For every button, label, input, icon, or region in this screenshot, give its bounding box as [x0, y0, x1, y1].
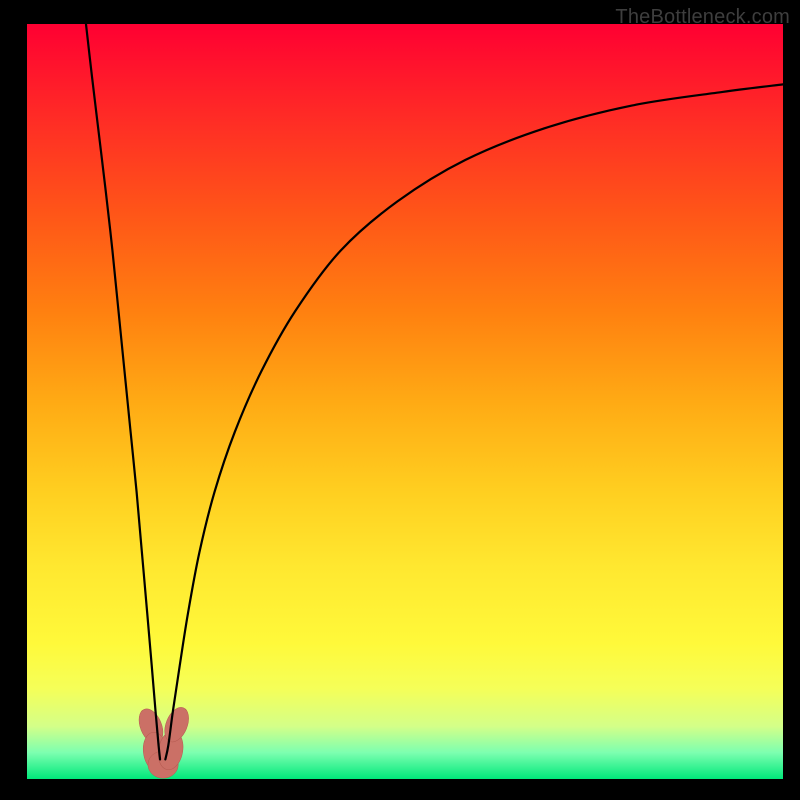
- bottleneck-curve-left: [86, 24, 160, 759]
- bottleneck-curve-right: [165, 84, 783, 759]
- plot-area: [27, 24, 783, 779]
- watermark-text: TheBottleneck.com: [615, 6, 790, 29]
- curve-overlay: [27, 24, 783, 779]
- chart-container: TheBottleneck.com: [0, 0, 800, 800]
- scatter-blobs: [134, 704, 193, 778]
